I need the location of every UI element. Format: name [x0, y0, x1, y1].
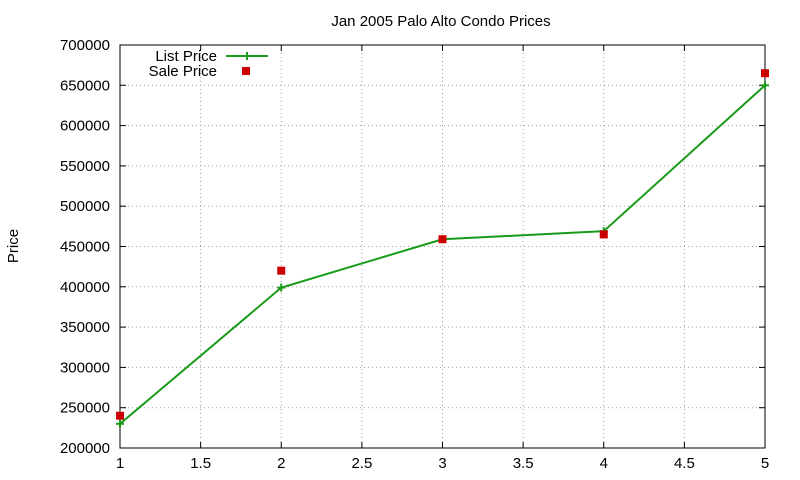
legend-marker-sale-price: [242, 67, 250, 75]
x-tick-label: 5: [761, 455, 769, 472]
data-point-sale-price: [277, 266, 286, 275]
legend-marker-list-price: [243, 52, 251, 60]
x-tick-label: 1.5: [190, 455, 211, 472]
legend-label-sale-price: Sale Price: [149, 63, 217, 80]
x-tick-label: 2.5: [351, 455, 372, 472]
legend-plus-marker: [243, 52, 251, 60]
data-point-sale-price: [599, 230, 608, 239]
y-tick-label: 400000: [60, 279, 110, 296]
x-tick-label: 4.5: [674, 455, 695, 472]
grid: [120, 45, 765, 448]
y-tick-labels: 200000 250000 300000 350000 400000 450000 5000…: [60, 37, 110, 457]
y-tick-label: 550000: [60, 158, 110, 175]
y-tick-label: 650000: [60, 77, 110, 94]
series: [116, 69, 769, 428]
y-tick-label: 600000: [60, 118, 110, 135]
data-point-sale-price: [116, 411, 124, 420]
x-tick-label: 1: [116, 455, 124, 472]
x-tick-label: 3: [438, 455, 446, 472]
chart-title: Jan 2005 Palo Alto Condo Prices: [331, 13, 550, 30]
x-tick-label: 2: [277, 455, 285, 472]
x-tick-label: 4: [600, 455, 608, 472]
y-tick-label: 700000: [60, 37, 110, 54]
data-point-list-price: [116, 419, 124, 428]
legend-label-list-price: List Price: [155, 48, 217, 65]
x-tick-labels: 1 1.5 2 2.5 3 3.5 4 4.5 5: [116, 455, 769, 472]
y-tick-label: 300000: [60, 359, 110, 376]
y-tick-label: 500000: [60, 198, 110, 215]
y-tick-label: 200000: [60, 440, 110, 457]
x-tick-label: 3.5: [513, 455, 534, 472]
y-tick-label: 250000: [60, 400, 110, 417]
data-point-list-price: [277, 283, 286, 292]
y-tick-label: 450000: [60, 239, 110, 256]
legend: List Price Sale Price: [149, 48, 268, 80]
y-tick-label: 350000: [60, 319, 110, 336]
y-axis-label: Price: [5, 229, 22, 263]
series-sale-price: [116, 69, 769, 420]
data-point-sale-price: [438, 235, 447, 244]
data-point-list-price: [761, 81, 769, 90]
data-point-sale-price: [761, 69, 769, 78]
